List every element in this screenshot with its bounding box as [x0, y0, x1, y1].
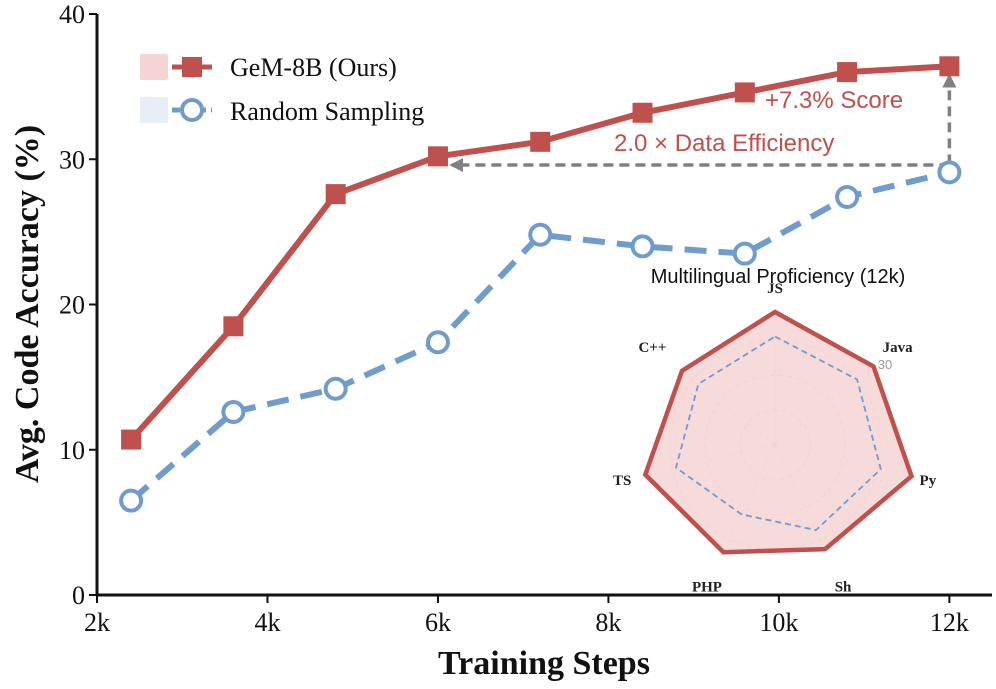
legend-marker-random	[180, 98, 204, 122]
y-tick-label: 0	[72, 581, 85, 610]
marker-ours	[632, 102, 653, 123]
radar-axis-label: JS	[767, 281, 783, 297]
y-axis-title: Avg. Code Accuracy (%)	[9, 125, 46, 483]
marker-ours	[121, 429, 142, 450]
data-efficiency-label: 2.0 × Data Efficiency	[614, 130, 834, 157]
x-ticks: 2k 4k 6k 8k 10k 12k	[84, 595, 969, 637]
y-tick-label: 10	[59, 436, 85, 465]
x-tick-label: 2k	[84, 608, 110, 637]
marker-random	[119, 488, 144, 513]
marker-ours	[734, 82, 755, 103]
radar-axis-label: Py	[920, 473, 937, 489]
x-tick-label: 4k	[254, 608, 280, 637]
y-tick-label: 20	[59, 291, 85, 320]
legend-label-random: Random Sampling	[230, 97, 424, 126]
radar-axis-label: Sh	[835, 579, 852, 595]
marker-ours	[223, 316, 244, 337]
radar-axis-labels: JS Java Py Sh PHP TS C++	[613, 281, 937, 595]
legend: GeM-8B (Ours) Random Sampling	[140, 53, 424, 126]
marker-random	[323, 376, 348, 401]
radar-axis-label: PHP	[692, 579, 722, 595]
radar-inset: Multilingual Proficiency (12k) 30 JS Java…	[613, 266, 937, 595]
legend-patch-random	[140, 97, 168, 123]
y-tick-label: 30	[59, 145, 85, 174]
legend-marker-ours	[182, 57, 202, 77]
marker-random	[221, 399, 246, 424]
radar-axis-label: Java	[883, 340, 914, 356]
legend-label-ours: GeM-8B (Ours)	[230, 53, 397, 82]
marker-random	[528, 222, 553, 247]
score-gain-label: +7.3% Score	[765, 87, 903, 114]
x-tick-label: 10k	[759, 608, 798, 637]
marker-ours	[939, 56, 960, 77]
radar-series	[642, 309, 915, 555]
marker-random	[630, 234, 655, 259]
marker-random	[835, 185, 860, 210]
radar-axis-label: C++	[638, 340, 666, 356]
x-tick-label: 6k	[425, 608, 451, 637]
y-tick-label: 40	[59, 0, 85, 29]
line-random	[129, 169, 951, 503]
x-axis-title: Training Steps	[438, 645, 650, 682]
radar-polygon-ours	[642, 309, 915, 555]
marker-random	[732, 241, 757, 266]
marker-ours	[837, 62, 858, 83]
legend-patch-ours	[140, 54, 168, 80]
radar-grid-tick: 30	[878, 357, 892, 372]
marker-ours	[427, 146, 448, 167]
radar-axis-label: TS	[613, 473, 631, 489]
marker-random	[425, 330, 450, 355]
marker-ours	[530, 131, 551, 152]
y-ticks: 0 10 20 30 40	[59, 0, 97, 610]
radar-polygon-random	[674, 335, 882, 532]
x-tick-label: 12k	[930, 608, 969, 637]
marker-random	[937, 160, 962, 185]
annotations: +7.3% Score 2.0 × Data Efficiency	[449, 73, 957, 173]
series-markers	[119, 56, 962, 513]
marker-ours	[325, 184, 346, 205]
radar-title: Multilingual Proficiency (12k)	[651, 266, 906, 288]
x-tick-label: 8k	[595, 608, 621, 637]
